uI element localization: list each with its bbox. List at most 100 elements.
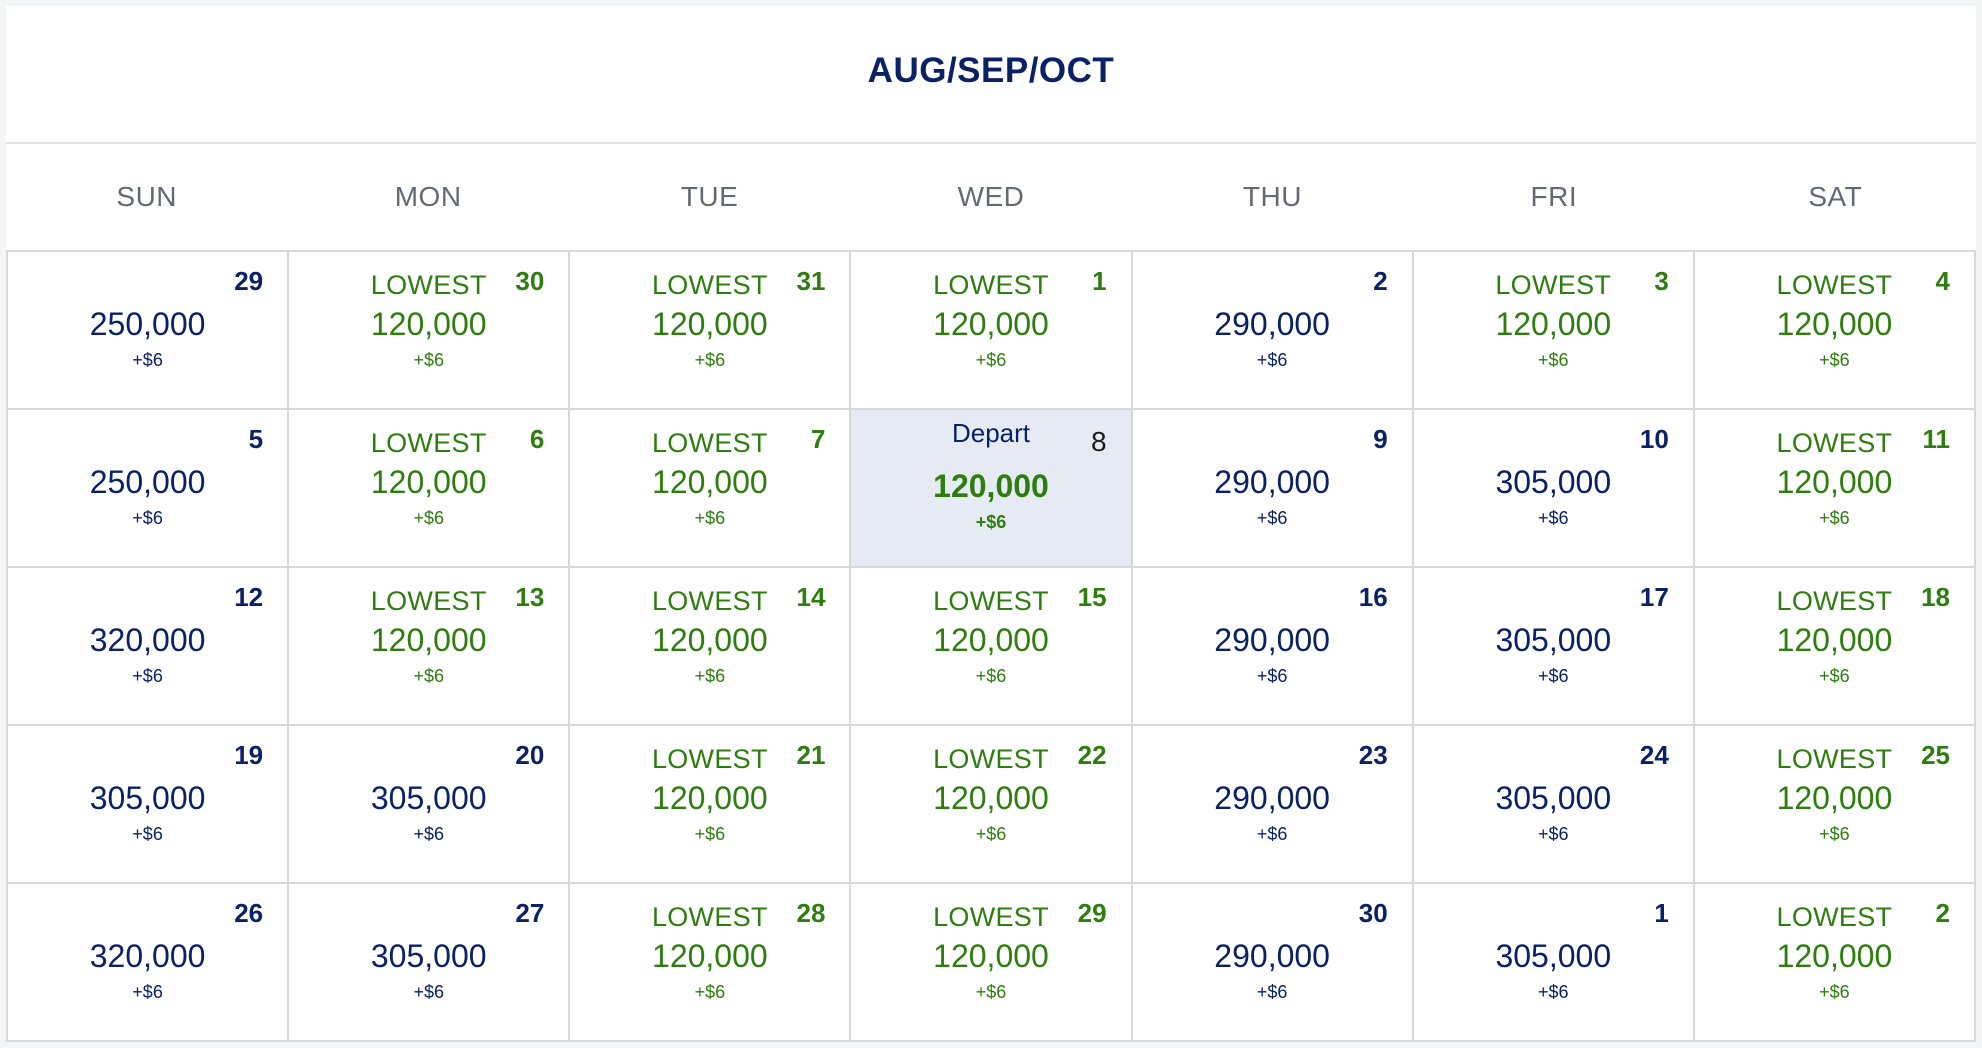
day-number: 16 [1358, 582, 1388, 612]
day-cell[interactable]: LOWEST 15 120,000 +$6 [851, 568, 1133, 726]
day-cell[interactable]: 2 290,000 +$6 [1132, 252, 1414, 410]
miles-price: 305,000 [370, 780, 487, 816]
day-number: 18 [1921, 582, 1950, 612]
lowest-badge: LOWEST [1776, 902, 1893, 932]
day-cell[interactable]: LOWEST 11 120,000 +$6 [1694, 410, 1976, 568]
miles-price: 120,000 [370, 464, 487, 500]
tax-amount: +$6 [694, 982, 726, 1002]
day-cell[interactable]: 26 320,000 +$6 [8, 884, 290, 1042]
day-number: 3 [1654, 266, 1669, 296]
day-number: 1 [1654, 898, 1669, 928]
day-cell[interactable]: 30 290,000 +$6 [1132, 884, 1414, 1042]
tax-amount: +$6 [975, 350, 1007, 370]
weekday-wed: WED [957, 181, 1025, 212]
tax-amount: +$6 [1819, 350, 1850, 370]
day-number: 26 [234, 898, 264, 928]
day-number: 4 [1935, 266, 1950, 296]
miles-price: 305,000 [1495, 622, 1612, 658]
lowest-badge: LOWEST [370, 428, 487, 458]
lowest-badge: LOWEST [370, 270, 487, 300]
day-cell[interactable]: 20 305,000 +$6 [289, 726, 571, 884]
day-cell[interactable]: 27 305,000 +$6 [289, 884, 571, 1042]
miles-price: 290,000 [1214, 780, 1330, 816]
day-cell-selected[interactable]: Depart 8 120,000 +$6 [851, 410, 1133, 568]
lowest-badge: LOWEST [651, 586, 768, 616]
day-number: 13 [515, 582, 545, 612]
day-number: 5 [248, 424, 264, 454]
day-cell[interactable]: 5 250,000 +$6 [8, 410, 290, 568]
miles-price: 305,000 [1495, 464, 1612, 500]
tax-amount: +$6 [1256, 824, 1288, 844]
lowest-badge: LOWEST [1776, 428, 1893, 458]
day-cell[interactable]: 10 305,000 +$6 [1413, 410, 1695, 568]
lowest-badge: LOWEST [651, 270, 768, 300]
tax-amount: +$6 [694, 824, 726, 844]
miles-price: 305,000 [370, 938, 487, 974]
day-number: 8 [1090, 426, 1107, 457]
tax-amount: +$6 [1819, 508, 1850, 528]
day-cell[interactable]: LOWEST 18 120,000 +$6 [1694, 568, 1976, 726]
miles-price: 120,000 [652, 780, 768, 816]
day-cell[interactable]: 9 290,000 +$6 [1132, 410, 1414, 568]
day-cell[interactable]: LOWEST 28 120,000 +$6 [570, 884, 852, 1042]
miles-price: 120,000 [1776, 780, 1893, 816]
day-cell[interactable]: LOWEST 31 120,000 +$6 [570, 252, 852, 410]
day-cell[interactable]: LOWEST 13 120,000 +$6 [289, 568, 571, 726]
tax-amount: +$6 [975, 824, 1007, 844]
tax-amount: +$6 [413, 824, 444, 844]
day-cell[interactable]: 19 305,000 +$6 [8, 726, 290, 884]
miles-price: 120,000 [1776, 306, 1893, 342]
day-cell[interactable]: 23 290,000 +$6 [1132, 726, 1414, 884]
calendar-grid: 29 250,000 +$6 LOWEST 30 120,000 +$6 LOWEST 31 12… [6, 252, 1976, 1042]
day-cell[interactable]: LOWEST 6 120,000 +$6 [289, 410, 571, 568]
day-cell[interactable]: LOWEST 25 120,000 +$6 [1694, 726, 1976, 884]
day-number: 2 [1373, 266, 1388, 296]
tax-amount: +$6 [1256, 508, 1288, 528]
day-cell[interactable]: LOWEST 3 120,000 +$6 [1413, 252, 1695, 410]
miles-price: 120,000 [370, 306, 487, 342]
tax-amount: +$6 [694, 508, 726, 528]
tax-amount: +$6 [132, 824, 163, 844]
tax-amount: +$6 [132, 982, 163, 1002]
day-cell[interactable]: 12 320,000 +$6 [8, 568, 290, 726]
miles-price: 120,000 [933, 780, 1049, 816]
miles-price: 250,000 [89, 306, 206, 342]
day-cell[interactable]: LOWEST 30 120,000 +$6 [289, 252, 571, 410]
miles-price: 120,000 [370, 622, 487, 658]
tax-amount: +$6 [1538, 982, 1569, 1002]
day-cell[interactable]: LOWEST 29 120,000 +$6 [851, 884, 1133, 1042]
day-cell[interactable]: 16 290,000 +$6 [1132, 568, 1414, 726]
day-number: 6 [529, 424, 545, 454]
day-cell[interactable]: 29 250,000 +$6 [8, 252, 290, 410]
day-cell[interactable]: LOWEST 22 120,000 +$6 [851, 726, 1133, 884]
tax-amount: +$6 [132, 508, 163, 528]
tax-amount: +$6 [132, 350, 163, 370]
tax-amount: +$6 [1819, 666, 1850, 686]
miles-price: 120,000 [933, 938, 1049, 974]
weekday-fri: FRI [1530, 181, 1578, 212]
day-cell[interactable]: LOWEST 2 120,000 +$6 [1694, 884, 1976, 1042]
day-cell[interactable]: 17 305,000 +$6 [1413, 568, 1695, 726]
day-cell[interactable]: LOWEST 21 120,000 +$6 [570, 726, 852, 884]
miles-price: 320,000 [89, 622, 206, 658]
day-cell[interactable]: LOWEST 7 120,000 +$6 [570, 410, 852, 568]
miles-price: 120,000 [652, 938, 768, 974]
tax-amount: +$6 [132, 666, 163, 686]
day-number: 1 [1092, 266, 1107, 296]
day-number: 28 [796, 898, 826, 928]
weekday-header-row: SUN MON TUE WED THU FRI SAT [6, 144, 1976, 252]
miles-price: 290,000 [1214, 938, 1330, 974]
day-cell[interactable]: LOWEST 14 120,000 +$6 [570, 568, 852, 726]
miles-price: 290,000 [1214, 622, 1330, 658]
tax-amount: +$6 [1256, 666, 1288, 686]
day-cell[interactable]: 24 305,000 +$6 [1413, 726, 1695, 884]
day-cell[interactable]: 1 305,000 +$6 [1413, 884, 1695, 1042]
day-cell[interactable]: LOWEST 4 120,000 +$6 [1694, 252, 1976, 410]
day-number: 30 [1358, 898, 1388, 928]
day-cell[interactable]: LOWEST 1 120,000 +$6 [851, 252, 1133, 410]
lowest-badge: LOWEST [370, 586, 487, 616]
tax-amount: +$6 [694, 350, 726, 370]
lowest-badge: LOWEST [933, 270, 1049, 300]
weekday-sun: SUN [116, 181, 178, 212]
weekday-thu: THU [1242, 181, 1302, 212]
